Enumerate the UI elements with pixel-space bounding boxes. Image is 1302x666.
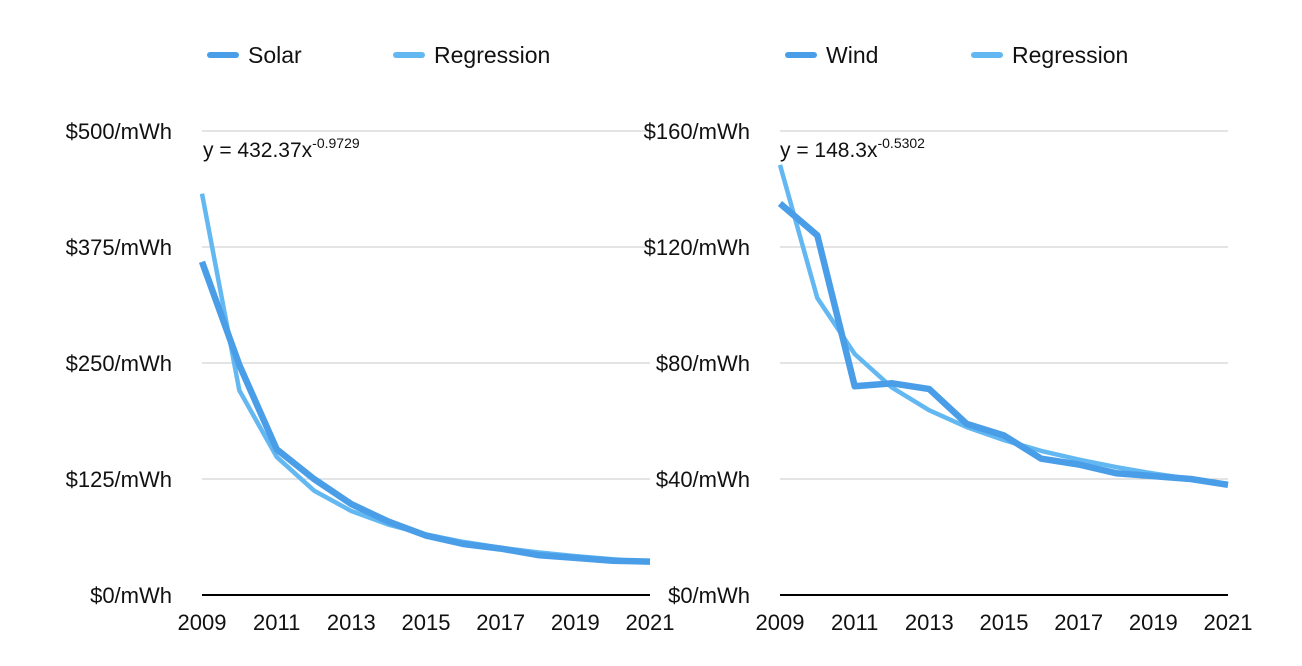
y-tick-label: $0/mWh [90, 583, 172, 608]
regression-series-line [199, 193, 651, 565]
solar-series-line [198, 260, 651, 565]
x-tick-label: 2009 [178, 610, 227, 635]
chart-1: $0/mWh $125/mWh $250/mWh $375/mWh $500/mWh 20… [66, 42, 675, 635]
y-tick-label: $250/mWh [66, 351, 172, 376]
x-tick-label: 2019 [1129, 610, 1178, 635]
legend-label: Regression [434, 42, 550, 68]
y-tick-label: $375/mWh [66, 235, 172, 260]
x-tick-label: 2011 [831, 610, 878, 635]
legend-label: Regression [1012, 42, 1128, 68]
x-tick-label: 2009 [756, 610, 805, 635]
chart-2: $0/mWh $40/mWh $80/mWh $120/mWh $160/mWh 2009… [644, 42, 1253, 635]
x-tick-label: 2011 [253, 610, 300, 635]
x-tick-label: 2017 [476, 610, 525, 635]
y-tick-label: $0/mWh [668, 583, 750, 608]
x-tick-label: 2017 [1054, 610, 1103, 635]
y-tick-label: $125/mWh [66, 467, 172, 492]
legend-label: Solar [248, 42, 302, 68]
wind-series-line [777, 201, 1229, 489]
y-tick-label: $80/mWh [656, 351, 750, 376]
x-tick-label: 2015 [980, 610, 1029, 635]
regression-equation: y = 432.37x-0.9729 [203, 135, 360, 162]
y-tick-label: $500/mWh [66, 119, 172, 144]
x-tick-label: 2021 [1204, 610, 1253, 635]
x-tick-label: 2013 [327, 610, 376, 635]
y-tick-label: $120/mWh [644, 235, 750, 260]
y-tick-label: $40/mWh [656, 467, 750, 492]
x-tick-label: 2015 [402, 610, 451, 635]
x-tick-label: 2019 [551, 610, 600, 635]
x-tick-label: 2013 [905, 610, 954, 635]
legend-label: Wind [826, 42, 878, 68]
y-tick-label: $160/mWh [644, 119, 750, 144]
regression-equation: y = 148.3x-0.5302 [780, 135, 925, 162]
x-tick-label: 2021 [626, 610, 675, 635]
